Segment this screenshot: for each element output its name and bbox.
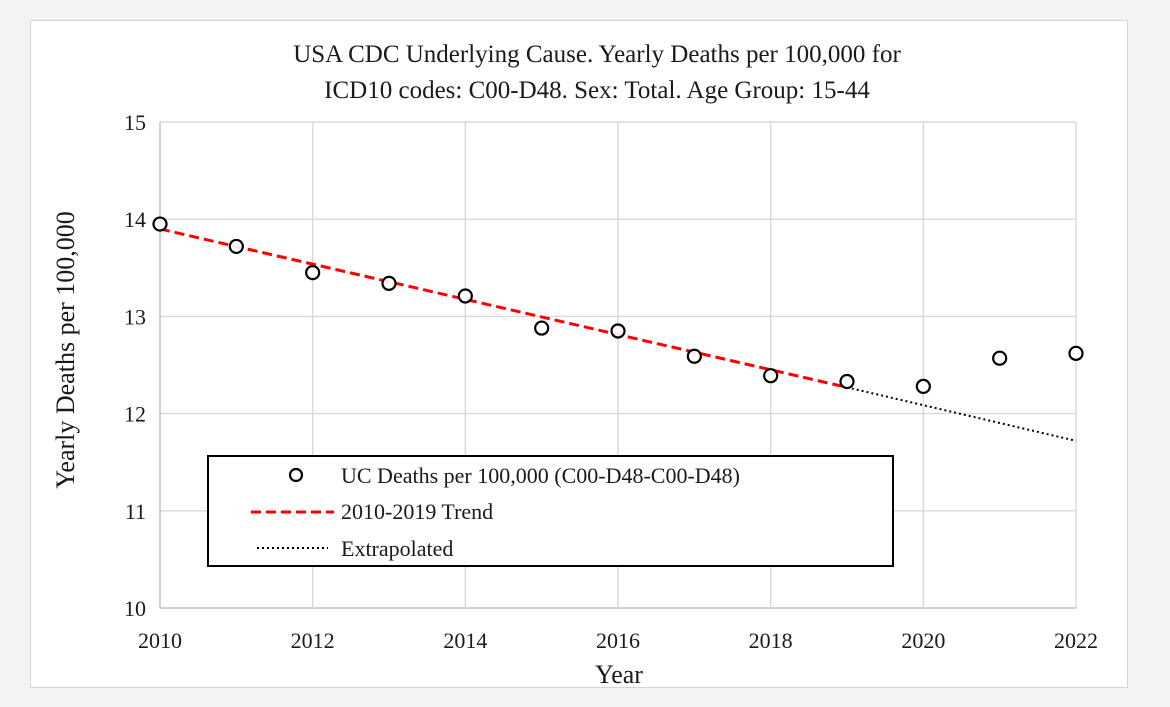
x-tick-label-2010: 2010 (138, 628, 182, 653)
x-axis-label: Year (595, 660, 643, 689)
x-tick-label-2020: 2020 (901, 628, 945, 653)
data-point-2022 (1068, 345, 1084, 361)
legend-label-scatter: UC Deaths per 100,000 (C00-D48-C00-D48) (341, 463, 740, 488)
data-point-2016 (610, 323, 626, 339)
x-tick-label-2014: 2014 (443, 628, 487, 653)
y-tick-label-15: 15 (124, 110, 146, 135)
legend: UC Deaths per 100,000 (C00-D48-C00-D48) … (207, 455, 894, 567)
y-tick-label-11: 11 (125, 499, 146, 524)
legend-label-trend: 2010-2019 Trend (341, 499, 493, 524)
x-tick-label-2016: 2016 (596, 628, 640, 653)
chart-panel (30, 20, 1128, 688)
data-point-2012 (305, 265, 321, 281)
x-tick-label-2012: 2012 (291, 628, 335, 653)
data-point-2015 (534, 320, 550, 336)
data-point-2010 (152, 216, 168, 232)
tick-labels: 10 11 12 13 14 15 2010 2012 2014 2016 2018 2020 2022 (124, 110, 1098, 653)
data-point-2013 (381, 275, 397, 291)
y-axis-label: Yearly Deaths per 100,000 (51, 211, 80, 489)
y-tick-label-10: 10 (124, 596, 146, 621)
y-tick-label-14: 14 (124, 207, 146, 232)
data-point-2017 (686, 348, 702, 364)
data-point-2011 (228, 238, 244, 255)
data-point-2021 (992, 350, 1008, 366)
legend-label-extrapolated: Extrapolated (341, 536, 453, 561)
y-tick-label-13: 13 (124, 304, 146, 329)
series-lines (159, 227, 1077, 442)
x-tick-label-2018: 2018 (749, 628, 793, 653)
data-point-2020 (915, 378, 931, 394)
data-point-2018 (763, 368, 779, 384)
series-line-extrapolated (846, 386, 1077, 442)
chart-title-line-1: USA CDC Underlying Cause. Yearly Deaths … (293, 41, 901, 68)
chart-title-line-2: ICD10 codes: C00-D48. Sex: Total. Age Gr… (324, 77, 870, 104)
data-points (152, 216, 1084, 394)
data-point-2019 (839, 373, 855, 390)
legend-marker-scatter (288, 467, 304, 483)
series-line-trend (159, 227, 848, 389)
data-point-2014 (457, 288, 473, 304)
y-tick-label-12: 12 (124, 402, 146, 427)
x-tick-label-2022: 2022 (1054, 628, 1098, 653)
